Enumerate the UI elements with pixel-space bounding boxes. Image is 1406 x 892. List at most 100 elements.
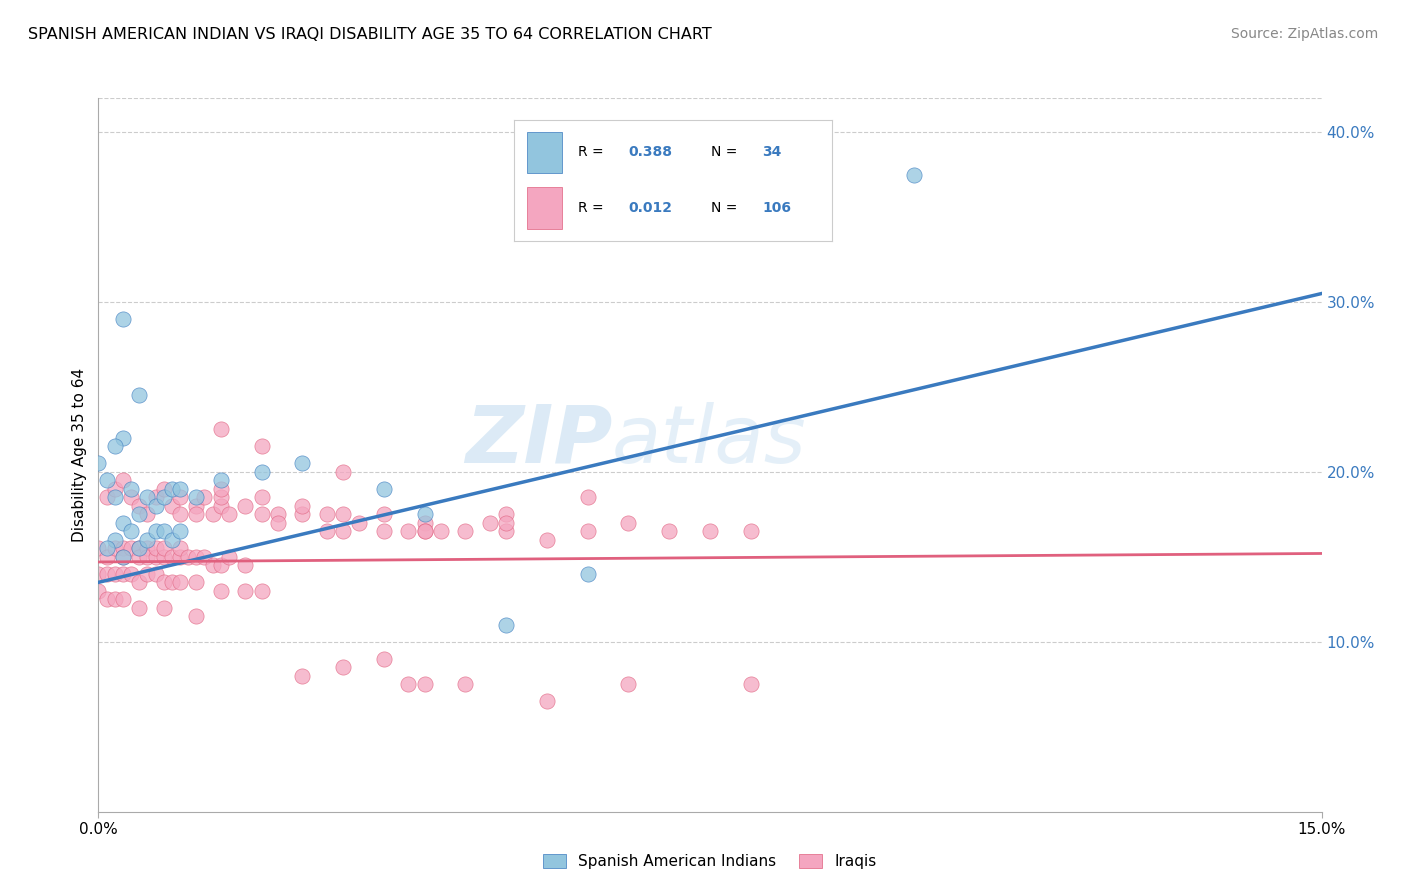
Point (87, 457, 110, 471)
Point (152, 524, 174, 539)
Point (111, 592, 134, 607)
Point (250, 465, 273, 479)
Point (177, 549, 200, 564)
Point (104, 491, 127, 505)
Point (396, 677, 419, 691)
Point (120, 566, 142, 581)
Point (201, 508, 224, 522)
Point (136, 508, 159, 522)
Point (478, 516, 501, 530)
Point (291, 508, 314, 522)
Point (104, 541, 127, 556)
Point (120, 524, 142, 539)
Point (128, 575, 150, 590)
Point (373, 524, 395, 539)
Point (169, 491, 191, 505)
Point (136, 491, 159, 505)
Point (617, 516, 640, 530)
Point (111, 516, 134, 530)
Point (193, 549, 215, 564)
Point (413, 516, 436, 530)
Point (152, 541, 174, 556)
Point (104, 482, 127, 496)
Point (373, 508, 395, 522)
Point (617, 677, 640, 691)
Point (169, 549, 191, 564)
Point (413, 524, 436, 539)
Point (169, 541, 191, 556)
Point (128, 388, 150, 402)
Point (315, 508, 337, 522)
Point (160, 575, 183, 590)
Point (120, 541, 142, 556)
Point (128, 600, 150, 615)
Point (145, 524, 167, 539)
Point (152, 482, 174, 496)
Point (87, 583, 110, 598)
Point (576, 566, 599, 581)
Point (120, 482, 142, 496)
Point (332, 524, 354, 539)
Text: Source: ZipAtlas.com: Source: ZipAtlas.com (1230, 27, 1378, 41)
Point (250, 508, 273, 522)
Point (209, 491, 232, 505)
Point (87, 566, 110, 581)
Point (111, 549, 134, 564)
Point (495, 617, 517, 632)
Point (145, 566, 167, 581)
Point (104, 566, 127, 581)
Point (332, 508, 354, 522)
Point (454, 677, 477, 691)
Point (169, 482, 191, 496)
Point (233, 558, 256, 573)
Point (160, 549, 183, 564)
Point (96, 566, 118, 581)
Point (430, 524, 453, 539)
Point (96, 549, 118, 564)
Point (373, 482, 395, 496)
Point (128, 499, 150, 513)
Point (495, 524, 517, 539)
Point (128, 541, 150, 556)
Point (169, 575, 191, 590)
Point (104, 533, 127, 547)
Point (291, 499, 314, 513)
Point (111, 566, 134, 581)
Point (332, 465, 354, 479)
Point (111, 431, 134, 445)
Point (128, 508, 150, 522)
Point (536, 694, 558, 708)
Point (218, 508, 240, 522)
Point (209, 482, 232, 496)
Point (495, 508, 517, 522)
Point (136, 549, 159, 564)
Text: atlas: atlas (612, 401, 807, 480)
Point (96, 491, 118, 505)
Legend: Spanish American Indians, Iraqis: Spanish American Indians, Iraqis (537, 848, 883, 875)
Point (111, 474, 134, 488)
Point (186, 499, 208, 513)
Point (740, 677, 762, 691)
Point (128, 541, 150, 556)
Text: ZIP: ZIP (465, 401, 612, 480)
Point (96, 541, 118, 556)
Point (169, 524, 191, 539)
Point (145, 549, 167, 564)
Point (87, 541, 110, 556)
Point (576, 524, 599, 539)
Point (201, 558, 224, 573)
Point (152, 491, 174, 505)
Point (111, 549, 134, 564)
Point (152, 549, 174, 564)
Point (136, 566, 159, 581)
Point (740, 524, 762, 539)
Point (145, 499, 167, 513)
Point (332, 660, 354, 674)
Point (186, 575, 208, 590)
Point (186, 508, 208, 522)
Point (699, 524, 721, 539)
Point (96, 592, 118, 607)
Point (152, 575, 174, 590)
Point (413, 677, 436, 691)
Point (209, 583, 232, 598)
